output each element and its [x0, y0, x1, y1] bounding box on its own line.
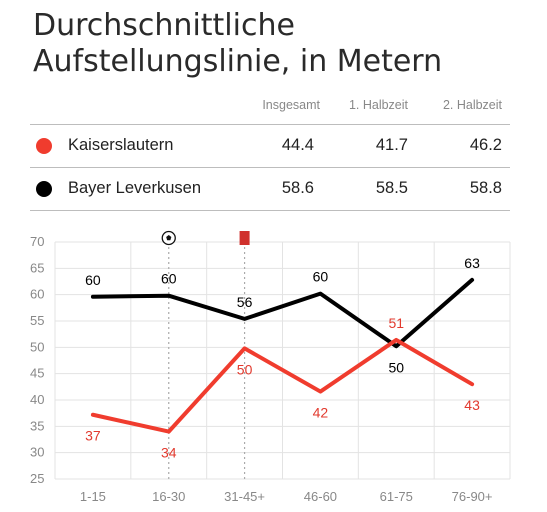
data-label: 50 — [237, 361, 253, 377]
value-first-half: 41.7 — [375, 136, 408, 154]
x-tick-label: 46-60 — [304, 489, 337, 504]
y-tick-label: 70 — [30, 234, 44, 249]
value-second-half: 46.2 — [469, 136, 502, 154]
data-label: 42 — [313, 405, 329, 421]
stats-table: Insgesamt 1. Halbzeit 2. Halbzeit Kaiser… — [30, 96, 510, 211]
team-color-dot — [36, 138, 52, 154]
red-card-icon — [239, 231, 250, 245]
data-label: 51 — [388, 315, 404, 331]
data-label: 34 — [161, 445, 177, 461]
stats-header: Insgesamt 1. Halbzeit 2. Halbzeit — [30, 96, 510, 124]
chart-title: Durchschnittliche Aufstellungslinie, in … — [33, 8, 443, 79]
data-label: 60 — [161, 271, 177, 287]
y-tick-label: 25 — [30, 471, 44, 486]
col-header-second-half: 2. Halbzeit — [442, 98, 502, 112]
y-tick-label: 65 — [30, 260, 44, 275]
data-label: 60 — [313, 269, 329, 285]
value-total: 44.4 — [281, 136, 314, 154]
x-tick-label: 76-90+ — [452, 489, 493, 504]
stats-row-kaiserslautern: Kaiserslautern 44.4 41.7 46.2 — [30, 124, 510, 167]
x-tick-label: 31-45+ — [224, 489, 265, 504]
stats-row-leverkusen: Bayer Leverkusen 58.6 58.5 58.8 — [30, 167, 510, 211]
value-total: 58.6 — [281, 179, 314, 197]
soccer-ball-icon — [161, 230, 176, 246]
x-tick-label: 1-15 — [80, 489, 106, 504]
value-second-half: 58.8 — [469, 179, 502, 197]
y-tick-label: 55 — [30, 313, 44, 328]
value-first-half: 58.5 — [375, 179, 408, 197]
y-tick-label: 50 — [30, 339, 44, 354]
y-tick-label: 30 — [30, 445, 44, 460]
data-label: 50 — [388, 359, 404, 375]
data-label: 63 — [464, 255, 480, 271]
col-header-first-half: 1. Halbzeit — [348, 98, 408, 112]
col-header-total: Insgesamt — [262, 98, 320, 112]
y-tick-label: 45 — [30, 366, 44, 381]
y-tick-label: 60 — [30, 287, 44, 302]
series-line-kaiserslautern — [90, 337, 475, 434]
data-label: 60 — [85, 272, 101, 288]
team-name: Bayer Leverkusen — [68, 179, 201, 197]
team-name: Kaiserslautern — [68, 136, 174, 154]
line-chart: 25 30 35 40 45 50 55 60 65 70 1-15 16-30 31-45+ 46-60… — [30, 230, 511, 504]
data-label: 56 — [237, 294, 253, 310]
team-color-dot — [36, 181, 52, 197]
y-tick-label: 35 — [30, 418, 44, 433]
x-tick-label: 61-75 — [380, 489, 413, 504]
series-line-leverkusen — [90, 277, 475, 349]
data-label: 43 — [464, 397, 480, 413]
x-tick-label: 16-30 — [152, 489, 185, 504]
y-tick-label: 40 — [30, 392, 44, 407]
data-label: 37 — [85, 428, 101, 444]
